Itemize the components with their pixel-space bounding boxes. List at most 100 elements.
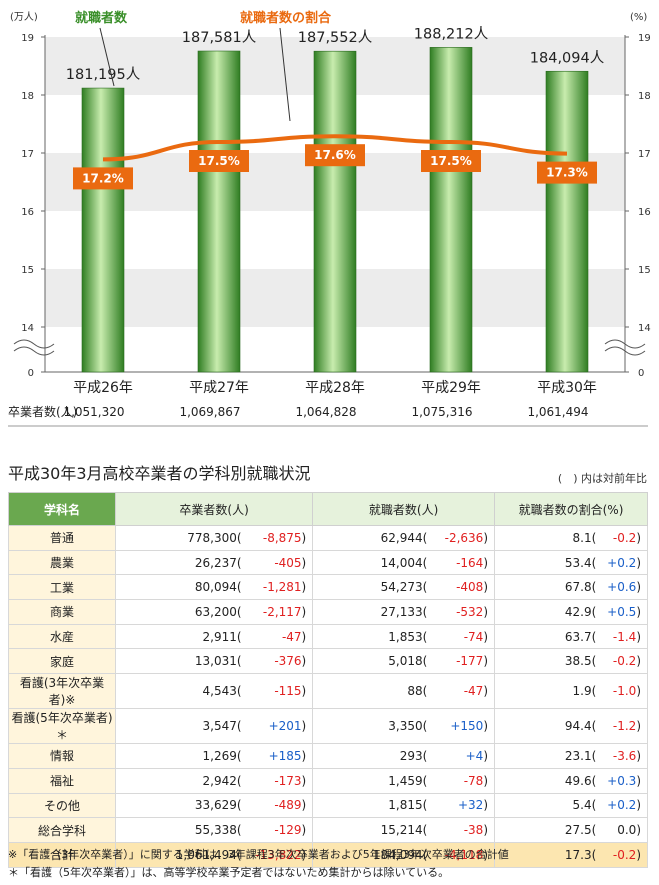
dept-name: 農業 xyxy=(8,549,116,576)
right-axis-unit: (%) xyxy=(630,12,647,23)
employed-cell: 293(+4) xyxy=(312,743,495,769)
paren-close: ) xyxy=(483,748,488,763)
rate-badge xyxy=(73,167,133,190)
table-row: 総合学科 55,338(-129) 15,214(-38) 27.5(0.0) xyxy=(8,817,648,843)
paren-close: ) xyxy=(636,530,641,545)
bar-value-label: 184,094人 xyxy=(530,49,604,66)
employed-cell: 15,214(-38) xyxy=(312,817,495,843)
paren-close: ) xyxy=(636,719,641,734)
value: 80,094 xyxy=(194,580,237,595)
paren-close: ) xyxy=(483,580,488,595)
value: 1,815 xyxy=(388,798,423,813)
value: 42.9 xyxy=(564,604,592,619)
diff-value: -47 xyxy=(281,629,302,644)
graduates-value: 1,061,494 xyxy=(527,405,588,419)
paren-close: ) xyxy=(483,629,488,644)
paren-open: ( xyxy=(236,684,242,699)
paren-open: ( xyxy=(236,580,242,595)
footnote-1: ※「看護（3年次卒業者）」に関する学科は、3年課程3年次卒業者および5年課程3年… xyxy=(8,848,509,861)
paren-open: ( xyxy=(591,530,597,545)
paren-close: ) xyxy=(301,847,307,862)
diff-value: -1.0 xyxy=(612,684,637,699)
diff-value: -3.6 xyxy=(612,748,637,763)
graduates-cell: 55,338(-129) xyxy=(114,817,314,843)
graduates-cell: 2,942(-173) xyxy=(114,767,314,794)
paren-close: ) xyxy=(636,629,641,644)
value: 54,273 xyxy=(380,580,423,595)
paren-close: ) xyxy=(636,684,641,699)
left-tick-label: 17 xyxy=(21,149,34,160)
table-row: 福祉 2,942(-173) 1,459(-78) 49.6(+0.3) xyxy=(8,767,648,794)
right-tick-label: 0 xyxy=(638,368,644,379)
paren-close: ) xyxy=(301,748,307,763)
rate-line xyxy=(102,134,568,162)
paren-open: ( xyxy=(422,773,428,788)
right-axis-break xyxy=(604,339,646,356)
employed-cell: 5,018(-177) xyxy=(312,648,495,675)
diff-value: -13,822 xyxy=(255,847,302,862)
diff-value: -0.2 xyxy=(612,654,637,669)
graduates-cell: 1,269(+185) xyxy=(114,743,314,769)
table-row: 合計 1,061,494(-13,822) 184,094(-4,118) 17.3(… xyxy=(8,841,648,868)
bar-平成30年 xyxy=(545,70,589,373)
right-tick-label: 14 xyxy=(638,323,651,334)
rate-cell: 38.5(-0.2) xyxy=(494,648,648,675)
left-axis-unit: (万人) xyxy=(10,11,38,23)
table-row: 普通 778,300(-8,875) 62,944(-2,636) 8.1(-0.2) xyxy=(8,525,648,551)
graduates-cell: 63,200(-2,117) xyxy=(114,599,314,625)
graduates-cell: 3,547(+201) xyxy=(114,708,314,745)
table-header-row: 学科名 卒業者数(人) 就職者数(人) 就職者数の割合(%) xyxy=(8,492,648,526)
paren-open: ( xyxy=(236,604,242,619)
paren-close: ) xyxy=(301,719,307,734)
value: 1.9 xyxy=(572,684,592,699)
paren-open: ( xyxy=(236,823,242,838)
paren-close: ) xyxy=(636,604,641,619)
paren-open: ( xyxy=(591,629,597,644)
dept-table: 学科名 卒業者数(人) 就職者数(人) 就職者数の割合(%) 普通 778,300… xyxy=(8,492,648,868)
employed-cell: 1,815(+32) xyxy=(312,792,495,819)
diff-value: -405 xyxy=(274,555,302,570)
paren-open: ( xyxy=(591,604,597,619)
bar-value-label: 181,195人 xyxy=(66,66,140,83)
legend-employed-leader xyxy=(99,27,115,87)
footnote-2: ＊「看護（5年次卒業者）」は、高等学校卒業予定者ではないため集計からは除いている… xyxy=(8,866,450,879)
graduates-cell: 4,543(-115) xyxy=(114,673,314,710)
value: 4,543 xyxy=(202,684,237,699)
employed-cell: 54,273(-408) xyxy=(312,574,495,601)
value: 2,942 xyxy=(202,773,237,788)
dept-name: 情報 xyxy=(8,743,116,769)
value: 62,944 xyxy=(380,530,423,545)
paren-open: ( xyxy=(422,580,428,595)
value: 63,200 xyxy=(194,604,237,619)
value: 5,018 xyxy=(388,654,423,669)
employed-cell: 1,459(-78) xyxy=(312,767,495,794)
paren-open: ( xyxy=(591,555,597,570)
table-row: 看護(5年次卒業者)＊ 3,547(+201) 3,350(+150) 94.4(-1… xyxy=(8,708,648,745)
diff-value: +150 xyxy=(450,719,484,734)
graduates-cell: 33,629(-489) xyxy=(114,792,314,819)
paren-open: ( xyxy=(422,654,428,669)
value: 49.6 xyxy=(564,773,592,788)
dept-name: その他 xyxy=(8,792,116,819)
category-label: 平成28年 xyxy=(305,380,365,396)
bar-平成29年 xyxy=(429,47,473,373)
dept-name: 普通 xyxy=(8,525,116,551)
paren-open: ( xyxy=(422,604,428,619)
paren-close: ) xyxy=(636,847,641,862)
paren-close: ) xyxy=(301,798,307,813)
left-tick-label: 15 xyxy=(21,265,34,276)
rate-cell: 17.3(-0.2) xyxy=(494,841,648,868)
paren-close: ) xyxy=(483,847,488,862)
dept-name: 総合学科 xyxy=(8,817,116,843)
paren-close: ) xyxy=(636,748,641,763)
table-title: 平成30年3月高校卒業者の学科別就職状況 xyxy=(8,464,311,483)
dept-name: 水産 xyxy=(8,623,116,650)
diff-value: -489 xyxy=(274,798,302,813)
diff-value: +0.2 xyxy=(607,555,637,570)
paren-open: ( xyxy=(422,555,428,570)
paren-close: ) xyxy=(483,684,488,699)
header-dept: 学科名 xyxy=(8,492,116,526)
rate-cell: 8.1(-0.2) xyxy=(494,525,648,551)
table-row: 家庭 13,031(-376) 5,018(-177) 38.5(-0.2) xyxy=(8,648,648,675)
paren-open: ( xyxy=(236,719,242,734)
